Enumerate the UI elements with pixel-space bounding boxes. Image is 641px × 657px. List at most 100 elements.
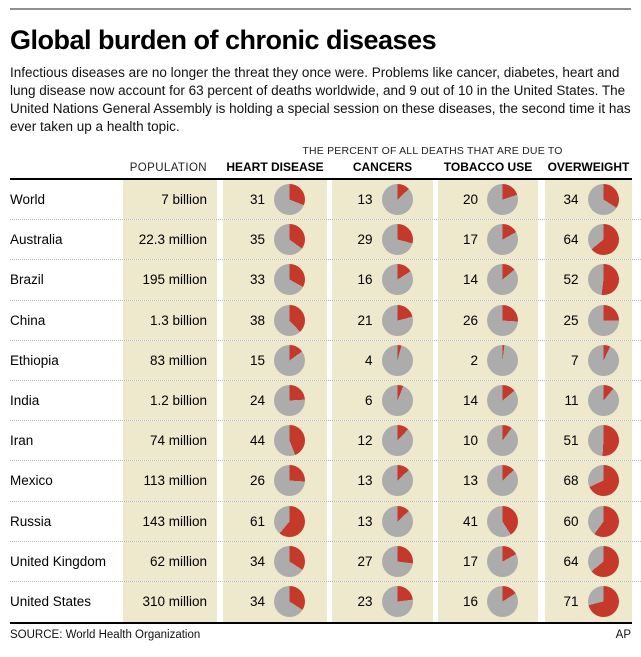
overweight-value: 60 <box>563 513 579 529</box>
table-row: Mexico 113 million 26 13 13 68 <box>10 461 641 502</box>
cancers-cell: 27 <box>332 541 433 581</box>
population-value: 83 million <box>123 340 217 380</box>
overweight-value: 51 <box>563 433 579 449</box>
overweight-cell: 71 <box>545 581 632 623</box>
overweight-cell: 51 <box>545 421 632 461</box>
tobacco-use-value: 26 <box>462 312 478 328</box>
overweight-pie-chart <box>587 344 619 376</box>
overweight-pie-chart <box>587 184 619 216</box>
overweight-pie-chart <box>587 505 619 537</box>
heart-disease-value: 31 <box>249 192 265 208</box>
tobacco-use-column-header: TOBACCO USE <box>443 160 533 174</box>
cancers-pie-chart <box>381 465 413 497</box>
population-value: 22.3 million <box>123 220 217 260</box>
tobacco-use-value: 13 <box>462 473 478 489</box>
heart-disease-cell: 38 <box>223 300 327 340</box>
table-row: Ethiopia 83 million 15 4 2 7 <box>10 340 641 381</box>
data-table: World 7 billion 31 13 20 34 Australia 22… <box>10 180 641 623</box>
heart-disease-pie-chart <box>274 586 305 618</box>
population-value: 62 million <box>123 541 217 581</box>
heart-disease-pie-chart <box>274 264 305 296</box>
table-row: India 1.2 billion 24 6 14 11 <box>10 380 641 422</box>
overweight-value: 64 <box>563 232 579 248</box>
cancers-cell: 12 <box>332 421 433 461</box>
tobacco-use-pie-chart <box>487 545 518 577</box>
country-label: India <box>10 393 40 409</box>
overweight-value: 11 <box>564 393 579 409</box>
tobacco-use-cell: 14 <box>438 380 538 421</box>
overweight-column-header: OVERWEIGHT <box>547 160 630 174</box>
heart-disease-value: 34 <box>249 594 265 610</box>
heart-disease-cell: 34 <box>223 541 327 581</box>
tobacco-use-pie-chart <box>487 465 518 497</box>
country-label: Russia <box>10 513 52 529</box>
cancers-value: 13 <box>357 192 373 208</box>
population-value: 113 million <box>123 461 217 501</box>
overweight-value: 34 <box>563 192 579 208</box>
population-value: 143 million <box>123 501 217 541</box>
tobacco-use-value: 17 <box>462 553 478 569</box>
table-row: United Kingdom 62 million 34 27 17 64 <box>10 541 641 582</box>
overweight-cell: 64 <box>545 220 632 260</box>
heart-disease-pie-chart <box>274 505 305 537</box>
tobacco-use-value: 14 <box>462 272 478 288</box>
overweight-value: 71 <box>563 594 579 610</box>
population-value: 310 million <box>123 581 217 623</box>
tobacco-use-cell: 10 <box>438 421 538 461</box>
country-label: Ethiopia <box>10 352 59 368</box>
cancers-value: 13 <box>357 473 373 489</box>
country-label: China <box>10 312 46 328</box>
tobacco-use-value: 10 <box>462 433 478 449</box>
country-label: United Kingdom <box>10 553 107 569</box>
table-row: Russia 143 million 61 13 41 60 <box>10 501 641 542</box>
heart-disease-value: 15 <box>249 352 265 368</box>
country-label: Brazil <box>10 272 44 288</box>
overweight-pie-chart <box>587 465 619 497</box>
heart-disease-value: 44 <box>249 433 265 449</box>
ap-credit: AP <box>615 629 631 642</box>
heart-disease-pie-chart <box>274 304 305 336</box>
overweight-value: 68 <box>563 473 579 489</box>
cancers-cell: 29 <box>332 220 433 260</box>
cancers-pie-chart <box>381 385 413 417</box>
overweight-pie-chart <box>587 224 619 256</box>
heart-disease-value: 34 <box>249 553 265 569</box>
cancers-column-header: CANCERS <box>352 160 413 174</box>
span-header: THE PERCENT OF ALL DEATHS THAT ARE DUE T… <box>302 145 563 157</box>
tobacco-use-value: 41 <box>462 513 478 529</box>
tobacco-use-pie-chart <box>487 264 518 296</box>
tobacco-use-cell: 17 <box>438 220 538 260</box>
cancers-pie-chart <box>381 264 413 296</box>
tobacco-use-cell: 14 <box>438 260 538 300</box>
population-value: 1.2 billion <box>123 380 217 421</box>
overweight-cell: 68 <box>545 461 632 501</box>
overweight-cell: 11 <box>545 380 632 421</box>
tobacco-use-pie-chart <box>487 385 518 417</box>
cancers-cell: 6 <box>332 380 433 421</box>
header-divider <box>10 178 632 180</box>
tobacco-use-pie-chart <box>487 425 518 457</box>
heart-disease-value: 26 <box>249 473 265 489</box>
overweight-pie-chart <box>587 264 619 296</box>
source-text: SOURCE: World Health Organization <box>10 629 201 642</box>
cancers-value: 23 <box>357 594 373 610</box>
overweight-cell: 60 <box>545 501 632 541</box>
tobacco-use-cell: 20 <box>438 180 538 220</box>
tobacco-use-pie-chart <box>487 586 518 618</box>
population-value: 74 million <box>123 421 217 461</box>
heart-disease-value: 33 <box>249 272 265 288</box>
overweight-value: 7 <box>570 352 579 368</box>
overweight-cell: 64 <box>545 541 632 581</box>
country-label: Australia <box>10 232 63 248</box>
cancers-cell: 21 <box>332 300 433 340</box>
heart-disease-value: 38 <box>249 312 265 328</box>
overweight-cell: 34 <box>545 180 632 220</box>
table-row: World 7 billion 31 13 20 34 <box>10 180 641 221</box>
overweight-cell: 25 <box>545 300 632 340</box>
overweight-pie-chart <box>587 425 619 457</box>
tobacco-use-pie-chart <box>487 184 518 216</box>
tobacco-use-cell: 17 <box>438 541 538 581</box>
heart-disease-pie-chart <box>274 224 305 256</box>
tobacco-use-cell: 16 <box>438 581 538 623</box>
overweight-cell: 7 <box>545 340 632 380</box>
